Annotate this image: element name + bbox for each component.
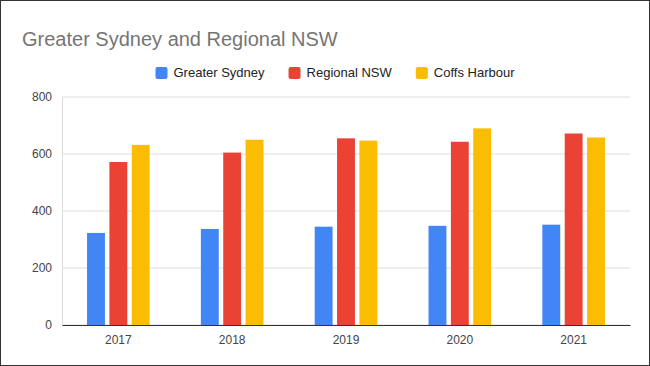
- bar: [223, 153, 241, 325]
- x-tick: 2021: [560, 325, 587, 347]
- bar: [201, 229, 219, 325]
- y-axis: 0 200 400 600 800: [32, 90, 63, 332]
- grid: [62, 97, 630, 325]
- chart: Greater Sydney and Regional NSW 0 200 400 60…: [0, 0, 650, 366]
- plot: 0 200 400 600 800 2017 2018 2019 2020 2021: [32, 90, 631, 346]
- legend-label: Greater Sydney: [174, 65, 266, 80]
- bar: [109, 162, 127, 325]
- bar: [451, 142, 469, 325]
- x-tick-label: 2019: [333, 333, 360, 347]
- title: Greater Sydney and Regional NSW: [22, 28, 338, 50]
- x-tick-label: 2017: [105, 333, 132, 347]
- y-tick-label: 0: [45, 318, 52, 332]
- grid-line: [62, 97, 630, 98]
- bar: [565, 133, 583, 325]
- bar-series: [132, 128, 605, 325]
- y-tick-label: 200: [32, 261, 52, 275]
- bar: [315, 227, 333, 325]
- bar: [473, 128, 491, 325]
- legend-item: Coffs Harbour: [416, 65, 515, 80]
- bars: [87, 128, 605, 325]
- bar: [246, 140, 264, 325]
- x-axis: 2017 2018 2019 2020 2021: [63, 325, 631, 347]
- background: [1, 1, 650, 366]
- legend-swatch: [156, 67, 168, 79]
- x-tick-label: 2021: [560, 333, 587, 347]
- y-tick-label: 400: [32, 204, 52, 218]
- y-tick: 400: [32, 204, 62, 218]
- bar: [542, 225, 560, 325]
- legend-swatch: [289, 67, 301, 79]
- y-tick-label: 600: [32, 147, 52, 161]
- bar-series: [109, 133, 582, 325]
- x-tick: 2019: [333, 325, 360, 347]
- legend-item: Greater Sydney: [156, 65, 266, 80]
- x-tick-label: 2020: [446, 333, 473, 347]
- bar: [337, 138, 355, 325]
- x-tick: 2018: [219, 325, 246, 347]
- legend-label: Regional NSW: [307, 65, 393, 80]
- y-axis-line: [62, 98, 63, 326]
- x-tick-label: 2018: [219, 333, 246, 347]
- bar: [587, 137, 605, 325]
- x-tick: 2017: [105, 325, 132, 347]
- legend-item: Regional NSW: [289, 65, 393, 80]
- bar: [429, 226, 447, 325]
- y-tick-label: 800: [32, 90, 52, 104]
- bar: [132, 145, 150, 325]
- x-tick: 2020: [446, 325, 473, 347]
- x-axis-line: [63, 325, 631, 326]
- bar: [87, 233, 105, 325]
- y-tick: 0: [45, 318, 62, 332]
- legend-label: Coffs Harbour: [434, 65, 515, 80]
- y-tick: 800: [32, 90, 62, 104]
- y-tick: 600: [32, 147, 62, 161]
- legend: Greater Sydney Regional NSW Coffs Harbour: [156, 65, 516, 80]
- y-tick: 200: [32, 261, 62, 275]
- legend-swatch: [416, 67, 428, 79]
- bar: [359, 141, 377, 325]
